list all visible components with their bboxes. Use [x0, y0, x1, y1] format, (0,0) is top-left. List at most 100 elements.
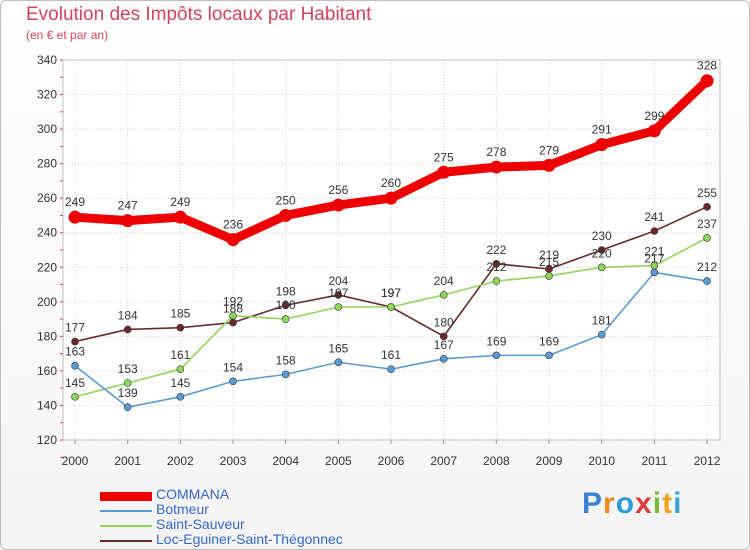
data-point: [176, 323, 185, 332]
data-point: [703, 277, 711, 285]
data-label: 236: [223, 218, 243, 232]
y-tick-label: 340: [37, 53, 57, 67]
data-point: [229, 311, 237, 320]
logo-letter: i: [652, 487, 663, 520]
data-point: [650, 227, 659, 235]
x-tick-label: 2008: [483, 454, 510, 468]
x-tick-label: 2004: [272, 454, 299, 468]
data-label: 161: [381, 348, 401, 362]
data-point: [542, 158, 556, 172]
data-label: 220: [592, 246, 612, 260]
x-tick-label: 2009: [536, 454, 563, 468]
data-point: [229, 377, 237, 386]
data-point: [331, 198, 345, 212]
data-point: [281, 301, 290, 310]
data-label: 145: [170, 376, 190, 390]
data-point: [71, 393, 79, 401]
x-tick-label: 2006: [378, 454, 405, 468]
x-tick-label: 2011: [641, 454, 667, 468]
y-tick-label: 220: [37, 260, 57, 274]
data-label: 169: [486, 334, 506, 348]
y-tick-label: 260: [37, 191, 57, 205]
legend-swatch: [100, 525, 152, 527]
data-point: [334, 303, 343, 311]
data-label: 204: [328, 274, 348, 288]
data-point: [68, 210, 82, 224]
proxiti-logo: Proxiti: [582, 487, 682, 521]
legend-label: COMMANA: [156, 486, 230, 502]
data-label: 215: [539, 255, 559, 269]
data-label: 167: [434, 338, 454, 352]
data-point: [492, 260, 501, 268]
data-label: 250: [276, 193, 296, 207]
data-label: 198: [276, 284, 296, 298]
data-label: 241: [644, 210, 664, 224]
data-point: [545, 272, 553, 280]
logo-letter: x: [635, 487, 653, 520]
data-point: [597, 330, 606, 339]
data-point: [387, 303, 395, 311]
y-tick-label: 300: [37, 122, 57, 136]
data-point: [703, 203, 711, 211]
legend-swatch: [100, 492, 152, 501]
data-label: 154: [223, 360, 243, 374]
data-label: 145: [65, 376, 85, 390]
data-label: 212: [486, 260, 506, 274]
data-point: [595, 138, 609, 152]
logo-letter: i: [673, 487, 683, 520]
data-point: [281, 370, 290, 379]
logo-letter: o: [615, 487, 636, 520]
data-label: 163: [65, 345, 85, 359]
data-label: 219: [539, 248, 559, 262]
data-point: [279, 208, 293, 222]
data-label: 256: [328, 183, 348, 197]
data-label: 181: [592, 314, 612, 328]
data-point: [173, 210, 187, 224]
x-tick-label: 2005: [325, 454, 352, 468]
data-label: 260: [381, 176, 401, 190]
data-point: [703, 234, 711, 242]
data-point: [334, 358, 343, 367]
data-label: 139: [118, 386, 138, 400]
data-label: 158: [276, 353, 296, 367]
y-tick-label: 240: [37, 226, 57, 240]
legend-label: Loc-Eguiner-Saint-Thégonnec: [156, 531, 343, 547]
data-label: 161: [170, 348, 190, 362]
data-point: [439, 291, 448, 299]
data-point: [700, 74, 714, 88]
chart-subtitle: (en € et par an): [26, 28, 109, 42]
data-label: 278: [486, 145, 506, 159]
data-point: [71, 361, 79, 370]
data-point: [439, 355, 448, 363]
data-point: [489, 160, 503, 174]
data-point: [176, 393, 185, 401]
data-label: 165: [328, 341, 348, 355]
data-label: 192: [223, 295, 243, 309]
data-point: [123, 379, 132, 387]
data-point: [597, 263, 606, 272]
data-label: 249: [170, 195, 190, 209]
data-label: 237: [697, 217, 717, 231]
x-tick-label: 2012: [694, 454, 721, 468]
legend-swatch: [100, 510, 152, 512]
data-label: 279: [539, 143, 559, 157]
data-label: 299: [644, 109, 664, 123]
data-label: 184: [118, 308, 138, 322]
y-tick-label: 200: [37, 295, 57, 309]
data-label: 217: [644, 251, 664, 265]
logo-letter: r: [603, 487, 616, 520]
x-tick-label: 2003: [220, 454, 247, 468]
data-point: [647, 124, 661, 138]
data-label: 230: [592, 229, 612, 243]
data-point: [226, 233, 240, 247]
data-label: 185: [170, 307, 190, 321]
data-label: 204: [434, 274, 454, 288]
x-tick-label: 2000: [62, 454, 89, 468]
y-tick-label: 140: [37, 398, 57, 412]
y-tick-label: 160: [37, 364, 57, 378]
y-tick-label: 120: [37, 433, 57, 447]
data-point: [437, 165, 451, 179]
data-point: [123, 325, 132, 334]
data-point: [123, 403, 132, 411]
